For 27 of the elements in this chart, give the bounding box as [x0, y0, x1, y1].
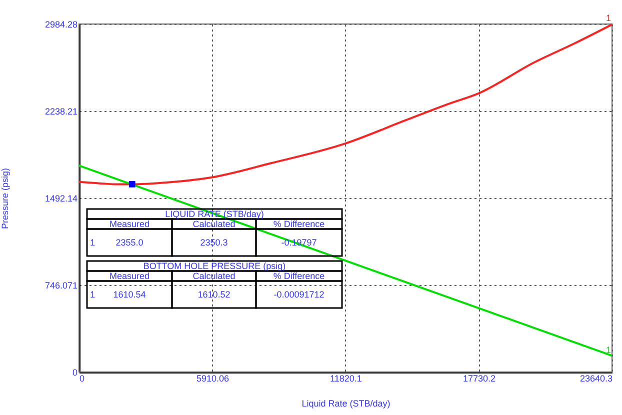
annotation: Measured	[109, 219, 150, 229]
x-tick-label: 23640.3	[580, 374, 612, 384]
annotation: Calculated	[192, 271, 236, 281]
annotation: 1	[90, 238, 96, 248]
annotation: 1	[606, 13, 611, 23]
x-tick-label: 0	[80, 374, 85, 384]
annotation: % Difference	[273, 271, 325, 281]
y-tick-label: 2984.28	[44, 20, 78, 30]
annotation: Measured	[109, 271, 150, 281]
y-tick-label: 746.071	[44, 280, 78, 290]
annotation: 2350.3	[200, 238, 228, 248]
annotation: 2355.0	[116, 238, 144, 248]
annotation: -0.00091712	[274, 290, 324, 300]
x-tick-label: 11820.1	[330, 374, 362, 384]
y-tick-label: 2238.21	[44, 106, 78, 116]
annotation: 1	[606, 345, 611, 356]
annotation: 1	[90, 290, 96, 300]
annotation: 1610.52	[198, 290, 230, 300]
y-tick-label: 1492.14	[44, 194, 78, 204]
annotation: 1610.54	[113, 290, 146, 300]
annotation: % Difference	[273, 219, 325, 229]
x-axis-title: Liquid Rate (STB/day)	[302, 398, 390, 408]
x-tick-label: 5910.06	[196, 374, 230, 384]
annotation: Calculated	[192, 219, 236, 229]
x-tick-label: 17730.2	[462, 374, 496, 384]
y-axis-title: Pressure (psig)	[0, 168, 10, 230]
annotation: BOTTOM HOLE PRESSURE (psig)	[143, 261, 286, 271]
